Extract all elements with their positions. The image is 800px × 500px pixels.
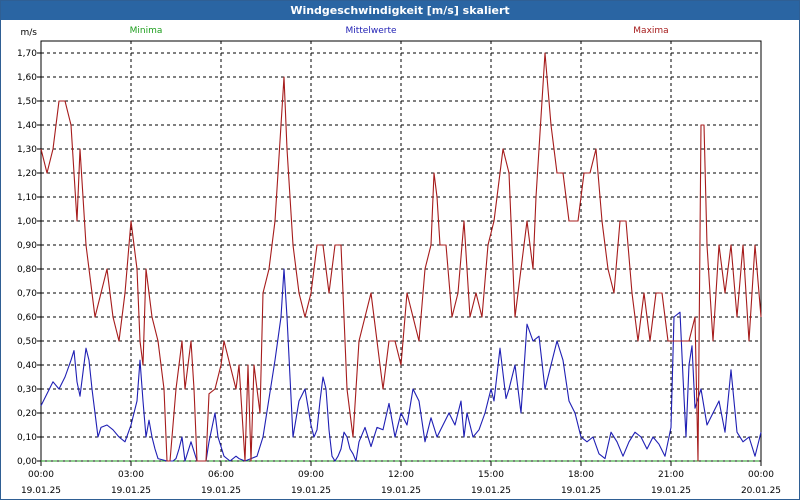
x-tick-date: 19.01.25 <box>201 486 241 496</box>
x-tick-time: 21:00 <box>658 470 684 480</box>
x-tick-date: 19.01.25 <box>471 486 511 496</box>
x-tick-date: 20.01.25 <box>741 486 781 496</box>
y-tick-label: 0,20 <box>17 409 37 419</box>
y-tick-label: 1,60 <box>17 73 37 83</box>
y-tick-label: 0,10 <box>17 433 37 443</box>
y-tick-label: 0,00 <box>17 457 37 467</box>
y-tick-label: 0,80 <box>17 265 37 275</box>
y-axis-label: m/s <box>21 28 38 38</box>
series-maxima-line <box>40 52 762 462</box>
x-tick-time: 18:00 <box>568 470 594 480</box>
tick-labels: 0,00 0,10 0,20 0,30 0,40 0,50 0,60 0,70 0,80 0,90… <box>17 26 781 496</box>
x-tick-time: 03:00 <box>118 470 144 480</box>
x-tick-date: 19.01.25 <box>561 486 601 496</box>
x-tick-time: 12:00 <box>388 470 414 480</box>
y-tick-label: 0,30 <box>17 385 37 395</box>
x-tick-date: 19.01.25 <box>21 486 61 496</box>
x-tick-date: 19.01.25 <box>651 486 691 496</box>
x-tick-date: 19.01.25 <box>381 486 421 496</box>
x-tick-time: 06:00 <box>208 470 234 480</box>
y-tick-label: 1,40 <box>17 121 37 131</box>
y-tick-label: 1,20 <box>17 169 37 179</box>
y-tick-label: 0,70 <box>17 289 37 299</box>
x-tick-time: 00:00 <box>748 470 774 480</box>
grid <box>41 41 761 461</box>
y-tick-label: 1,00 <box>17 217 37 227</box>
x-tick-date: 19.01.25 <box>291 486 331 496</box>
y-tick-label: 0,40 <box>17 361 37 371</box>
x-tick-time: 00:00 <box>28 470 54 480</box>
y-tick-label: 0,60 <box>17 313 37 323</box>
y-tick-label: 0,50 <box>17 337 37 347</box>
axes <box>37 40 762 466</box>
y-tick-label: 1,50 <box>17 97 37 107</box>
y-tick-label: 1,30 <box>17 145 37 155</box>
legend-maxima: Maxima <box>633 26 668 36</box>
x-tick-date: 19.01.25 <box>111 486 151 496</box>
series-mittelwerte-line <box>40 268 762 462</box>
legend-mittelwerte: Mittelwerte <box>345 26 396 36</box>
y-tick-label: 0,90 <box>17 241 37 251</box>
y-tick-label: 1,10 <box>17 193 37 203</box>
y-tick-label: 1,70 <box>17 49 37 59</box>
x-tick-time: 15:00 <box>478 470 504 480</box>
chart-title: Windgeschwindigkeit [m/s] skaliert <box>1 1 799 20</box>
legend-minima: Minima <box>130 26 163 36</box>
x-tick-time: 09:00 <box>298 470 324 480</box>
series-layer <box>40 52 762 462</box>
